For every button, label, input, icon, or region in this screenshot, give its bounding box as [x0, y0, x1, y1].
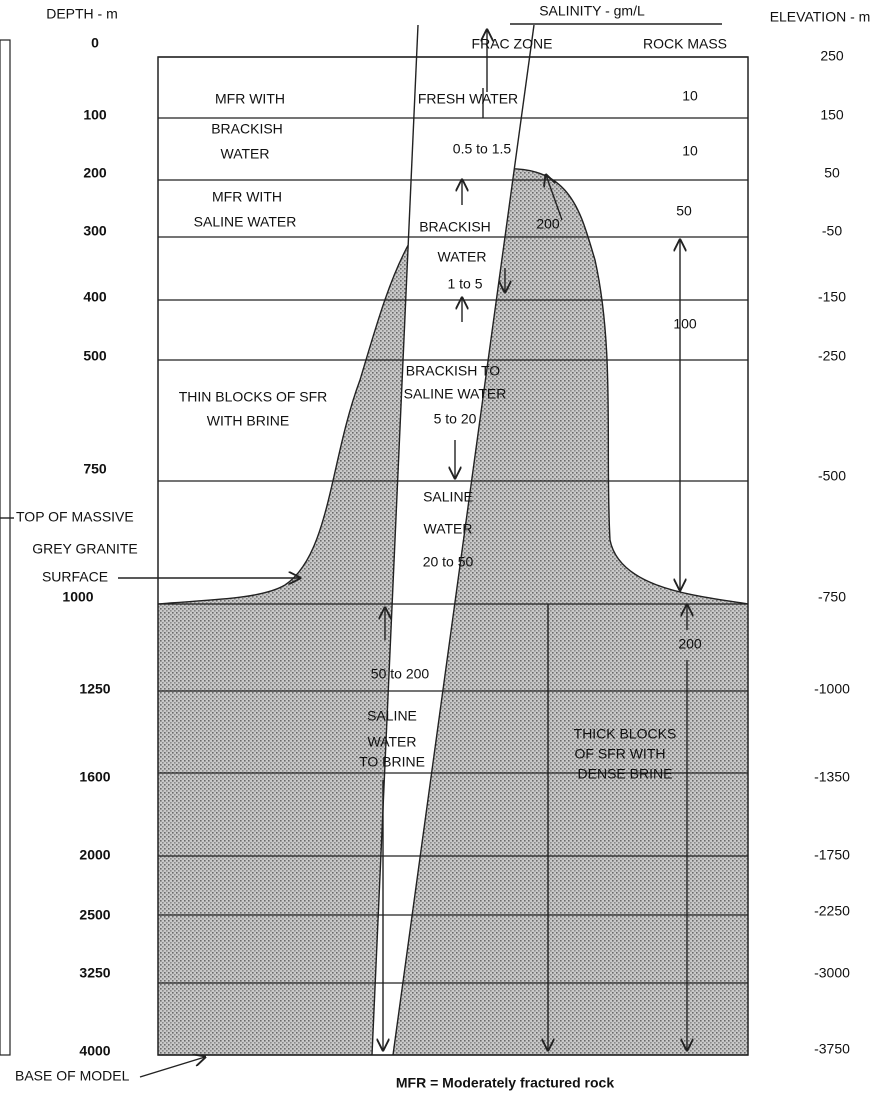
elevation-label: -1000 [814, 681, 850, 697]
frac-zone-label: TO BRINE [359, 754, 425, 770]
frac-zone-label: SALINE WATER [404, 386, 507, 402]
header: SALINITY - gm/L [539, 3, 645, 19]
header: DEPTH - m [46, 6, 118, 22]
zone-label: WITH BRINE [207, 413, 289, 429]
zone-label: BASE OF MODEL [15, 1068, 130, 1084]
elevation-label: -3000 [814, 965, 850, 981]
partial-panel [0, 40, 10, 1055]
frac-zone-label: FRESH WATER [418, 91, 518, 107]
diagram: 0 100 200 300 400 500 750 1000 1250 1600 2000 2500 3… [0, 0, 896, 1092]
zone-label: SALINE WATER [194, 214, 297, 230]
frac-zone-label: 5 to 20 [434, 411, 477, 427]
footer-note: MFR = Moderately fractured rock [396, 1075, 614, 1091]
elevation-label: 150 [820, 107, 844, 123]
elevation-label: -1350 [814, 769, 850, 785]
zone-label: DENSE BRINE [578, 766, 673, 782]
frac-zone-label: 0.5 to 1.5 [453, 141, 512, 157]
elevation-label: -1750 [814, 847, 850, 863]
depth-label: 500 [83, 348, 107, 364]
depth-label: 1600 [79, 769, 110, 785]
depth-label: 400 [83, 289, 107, 305]
arrow [140, 1057, 205, 1077]
depth-label: 3250 [79, 965, 110, 981]
zone-label: GREY GRANITE [32, 541, 138, 557]
depth-label: 2500 [79, 907, 110, 923]
rock-mass-salinity: 50 [676, 203, 692, 219]
zone-label: MFR WITH [215, 91, 285, 107]
rock-mass-salinity: 200 [678, 636, 702, 652]
frac-zone-label: WATER [424, 521, 473, 537]
frac-zone-label: SALINE [367, 708, 417, 724]
rock-mass-salinity: 10 [682, 143, 698, 159]
frac-zone-label: BRACKISH TO [406, 363, 501, 379]
frac-zone-label: 20 to 50 [423, 554, 474, 570]
depth-label: 2000 [79, 847, 110, 863]
frac-zone-label: SALINE [423, 489, 473, 505]
elevation-label: -750 [818, 589, 846, 605]
depth-label: 200 [83, 165, 107, 181]
zone-label: TOP OF MASSIVE [16, 509, 134, 525]
zone-label: THICK BLOCKS [574, 726, 677, 742]
zone-label: THIN BLOCKS OF SFR [179, 389, 328, 405]
zone-label: WATER [221, 146, 270, 162]
frac-zone-label: 1 to 5 [447, 276, 482, 292]
depth-label: 100 [83, 107, 107, 123]
frac-zone-label: 50 to 200 [371, 666, 430, 682]
elevation-label: -50 [822, 223, 842, 239]
depth-label: 0 [91, 35, 99, 51]
elevation-label: 250 [820, 48, 844, 64]
depth-label: 4000 [79, 1043, 110, 1059]
zone-label: SURFACE [42, 569, 108, 585]
frac-zone-label: WATER [368, 734, 417, 750]
elevation-label: 50 [824, 165, 840, 181]
elevation-label: -2250 [814, 903, 850, 919]
frac-zone-label: WATER [438, 249, 487, 265]
elevation-label: -500 [818, 468, 846, 484]
header: FRAC ZONE [472, 36, 553, 52]
frac-zone-label: BRACKISH [419, 219, 491, 235]
rock-mass-salinity: 100 [673, 316, 697, 332]
rock-mass-salinity: 10 [682, 88, 698, 104]
rock-mass-salinity: 200 [536, 216, 560, 232]
header: ELEVATION - m [770, 9, 871, 25]
header: ROCK MASS [643, 36, 727, 52]
depth-label: 750 [83, 461, 107, 477]
elevation-label: -250 [818, 348, 846, 364]
depth-label: 1000 [62, 589, 93, 605]
elevation-label: -3750 [814, 1041, 850, 1057]
zone-label: MFR WITH [212, 189, 282, 205]
depth-label: 300 [83, 223, 107, 239]
depth-label: 1250 [79, 681, 110, 697]
zone-label: BRACKISH [211, 121, 283, 137]
zone-label: OF SFR WITH [575, 746, 666, 762]
elevation-label: -150 [818, 289, 846, 305]
